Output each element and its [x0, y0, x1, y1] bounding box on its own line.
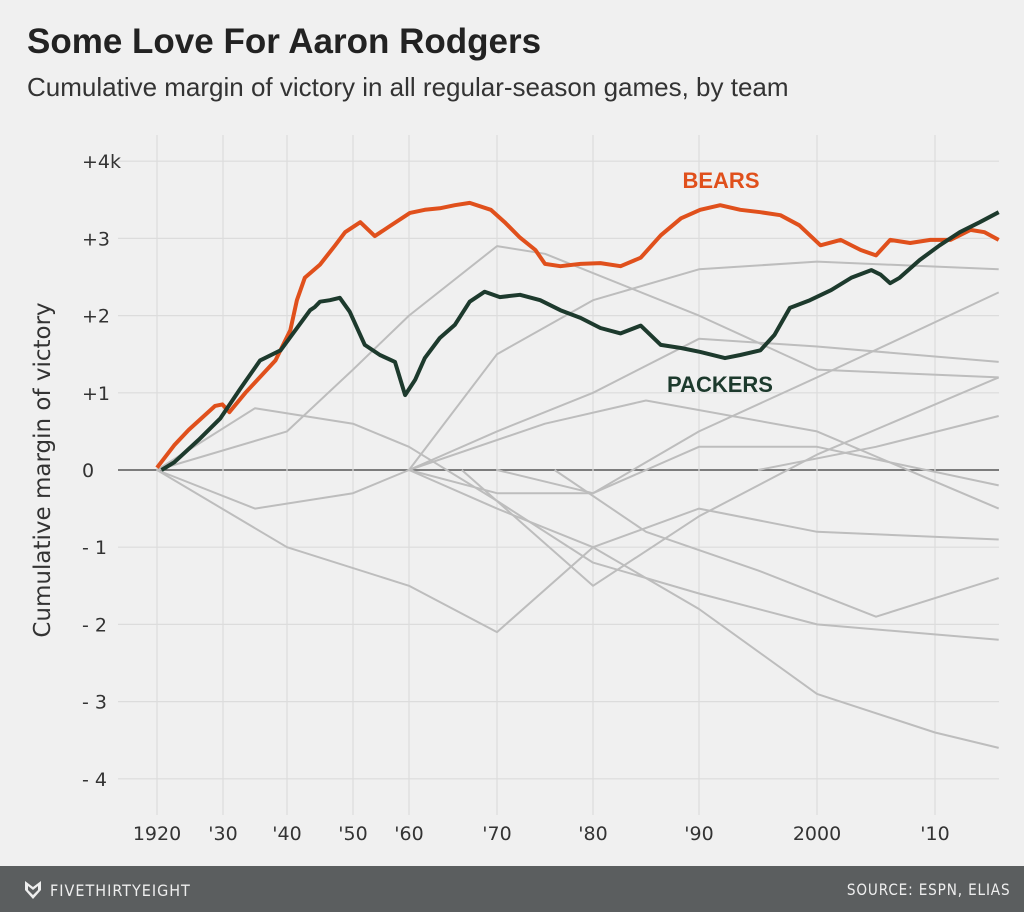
other-team-line: [496, 291, 1000, 495]
x-tick-label: 1920: [133, 823, 181, 845]
other-team-line: [408, 469, 999, 749]
x-tick-label: 2000: [793, 823, 841, 845]
other-team-line: [408, 260, 999, 471]
other-team-line: [757, 415, 999, 471]
x-tick-label: '50: [338, 823, 367, 845]
fivethirtyeight-fox-icon: [25, 881, 41, 899]
gridlines: [118, 135, 999, 815]
x-tick-label: '80: [578, 823, 607, 845]
other-team-line: [461, 376, 1000, 587]
y-tick-label: 0: [82, 460, 94, 482]
other-team-line: [156, 469, 999, 634]
x-tick-label: '90: [684, 823, 713, 845]
chart-title: Some Love For Aaron Rodgers: [27, 22, 542, 61]
packers-annotation: PACKERS: [667, 372, 773, 397]
other-team-line: [156, 407, 999, 641]
chart-subtitle: Cumulative margin of victory in all regu…: [27, 72, 789, 102]
other-team-line: [156, 399, 1000, 510]
packers-line: [160, 210, 1000, 472]
y-tick-label: - 3: [82, 692, 107, 714]
x-tick-label: '40: [272, 823, 301, 845]
x-tick-label: '30: [208, 823, 237, 845]
y-tick-label: - 4: [82, 769, 107, 791]
bears-annotation: BEARS: [682, 168, 759, 193]
y-axis-label: Cumulative margin of victory: [30, 302, 56, 637]
footer: FIVETHIRTYEIGHT SOURCE: ESPN, ELIAS: [0, 866, 1024, 912]
source-note: SOURCE: ESPN, ELIAS: [846, 880, 1010, 899]
x-tick-label: '70: [482, 823, 511, 845]
other-teams-lines: [156, 245, 1000, 749]
other-team-line: [408, 337, 999, 471]
other-team-line: [554, 469, 1000, 618]
brand: FIVETHIRTYEIGHT: [24, 880, 191, 900]
y-tick-label: - 2: [82, 614, 107, 636]
y-tick-label: +2: [82, 306, 110, 328]
x-tick-label: '60: [394, 823, 423, 845]
tick-labels: +4k +3 +2 +1 0 - 1 - 2 - 3 - 4 1920 '30 '40 '50 '60 '7…: [82, 151, 950, 845]
brand-name: FIVETHIRTYEIGHT: [50, 880, 191, 900]
x-tick-label: '10: [920, 823, 949, 845]
other-team-line: [156, 245, 999, 471]
line-chart: +4k +3 +2 +1 0 - 1 - 2 - 3 - 4 1920 '30 '40 '50 '60 '7…: [30, 135, 1000, 845]
y-tick-label: +4k: [82, 151, 121, 173]
bears-line: [155, 200, 1000, 469]
y-tick-label: +3: [82, 228, 110, 250]
y-tick-label: - 1: [82, 537, 107, 559]
y-tick-label: +1: [82, 383, 110, 405]
highlight-lines: [155, 200, 1000, 472]
